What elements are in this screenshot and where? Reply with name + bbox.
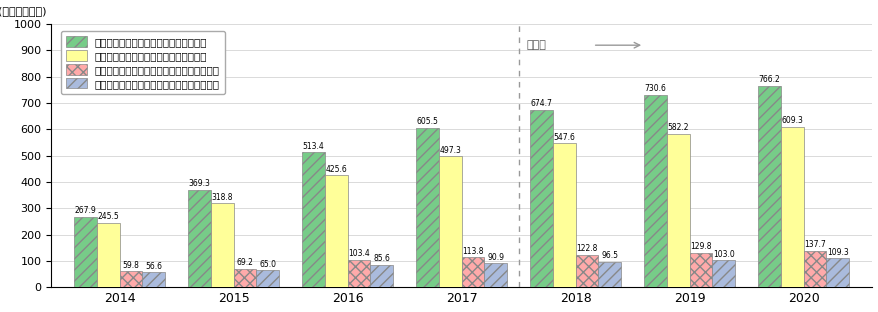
Text: 267.9: 267.9: [75, 206, 97, 215]
Bar: [575, 255, 598, 287]
Text: 129.8: 129.8: [689, 242, 711, 251]
Bar: [461, 257, 484, 287]
Bar: [825, 258, 848, 287]
Bar: [302, 152, 325, 287]
Bar: [325, 175, 347, 287]
Bar: [552, 143, 575, 287]
Bar: [802, 251, 825, 287]
Text: 予測値: 予測値: [526, 40, 546, 50]
Text: 369.3: 369.3: [188, 179, 210, 188]
Text: 730.6: 730.6: [644, 85, 666, 93]
Text: 497.3: 497.3: [439, 146, 461, 155]
Text: 109.3: 109.3: [826, 248, 848, 257]
Text: 674.7: 674.7: [530, 99, 551, 108]
Bar: [234, 269, 256, 287]
Bar: [188, 190, 211, 287]
Bar: [74, 217, 97, 287]
Bar: [666, 134, 689, 287]
Bar: [598, 262, 621, 287]
Bar: [142, 272, 165, 287]
Text: 547.6: 547.6: [552, 133, 574, 142]
Text: 609.3: 609.3: [781, 116, 802, 125]
Bar: [347, 260, 370, 287]
Text: 245.5: 245.5: [97, 212, 119, 221]
Text: 513.4: 513.4: [302, 142, 324, 151]
Bar: [484, 263, 507, 287]
Bar: [644, 95, 666, 287]
Text: 122.8: 122.8: [576, 244, 597, 253]
Bar: [780, 127, 802, 287]
Text: 59.8: 59.8: [122, 261, 140, 270]
Bar: [689, 253, 712, 287]
Text: (単位：億ドル): (単位：億ドル): [0, 6, 47, 16]
Text: 65.0: 65.0: [259, 260, 276, 269]
Bar: [757, 86, 780, 287]
Bar: [438, 156, 461, 287]
Text: 318.8: 318.8: [212, 193, 233, 202]
Text: 56.6: 56.6: [145, 262, 162, 271]
Text: 90.9: 90.9: [486, 253, 504, 262]
Legend: モバイルアプリ売上高（世界、億ドル）, モバイルゲーム売上高（世界、億ドル）, モバイルアプリ売上高（うち日本、億ドル）, モバイルゲーム売上高（うち日本、億ド: モバイルアプリ売上高（世界、億ドル）, モバイルゲーム売上高（世界、億ドル）, …: [61, 31, 225, 94]
Bar: [529, 110, 552, 287]
Bar: [97, 223, 119, 287]
Text: 605.5: 605.5: [416, 117, 438, 126]
Bar: [415, 128, 438, 287]
Bar: [712, 260, 734, 287]
Text: 137.7: 137.7: [803, 240, 825, 249]
Text: 766.2: 766.2: [758, 75, 780, 84]
Text: 85.6: 85.6: [373, 254, 390, 263]
Text: 69.2: 69.2: [236, 258, 253, 267]
Bar: [211, 203, 234, 287]
Text: 103.4: 103.4: [348, 249, 370, 258]
Text: 103.0: 103.0: [712, 250, 734, 259]
Bar: [256, 270, 279, 287]
Bar: [370, 265, 392, 287]
Text: 113.8: 113.8: [462, 247, 483, 256]
Text: 96.5: 96.5: [601, 251, 617, 260]
Bar: [119, 271, 142, 287]
Text: 582.2: 582.2: [666, 124, 688, 133]
Text: 425.6: 425.6: [325, 165, 347, 174]
